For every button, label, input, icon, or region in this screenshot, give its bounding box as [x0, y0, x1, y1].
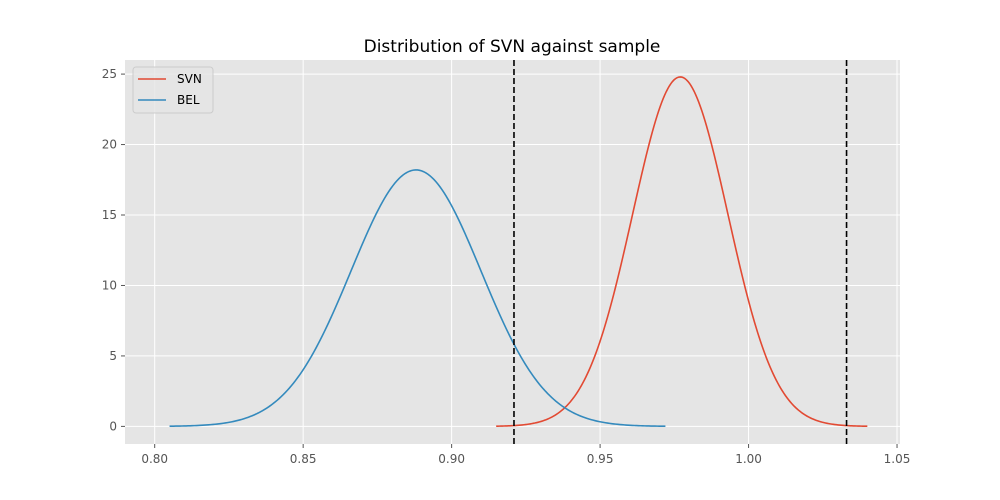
plot-background	[125, 60, 900, 444]
y-tick-label: 10	[102, 278, 117, 292]
x-tick-label: 0.85	[290, 452, 317, 466]
x-axis: 0.80 0.85 0.90 0.95 1.00 1.05	[141, 444, 910, 466]
grid	[125, 60, 900, 444]
x-tick-label: 0.90	[438, 452, 465, 466]
series-line-svn	[496, 76, 868, 428]
vlines	[513, 60, 848, 444]
legend: SVN BEL	[132, 66, 214, 114]
y-axis: 0 5 10 15 20 25	[102, 67, 125, 433]
series-line-bel	[169, 169, 666, 428]
y-tick-label: 15	[102, 208, 117, 222]
chart-title: Distribution of SVN against sample	[364, 37, 661, 57]
legend-label-svn: SVN	[177, 72, 202, 86]
x-tick-label: 1.00	[735, 452, 762, 466]
y-tick-label: 0	[109, 419, 117, 433]
legend-label-bel: BEL	[177, 93, 200, 107]
series-layer	[169, 76, 868, 428]
x-tick-label: 0.80	[141, 452, 168, 466]
x-tick-label: 0.95	[587, 452, 614, 466]
x-tick-label: 1.05	[884, 452, 911, 466]
y-tick-label: 25	[102, 67, 117, 81]
y-tick-label: 5	[109, 349, 117, 363]
y-tick-label: 20	[102, 138, 117, 152]
